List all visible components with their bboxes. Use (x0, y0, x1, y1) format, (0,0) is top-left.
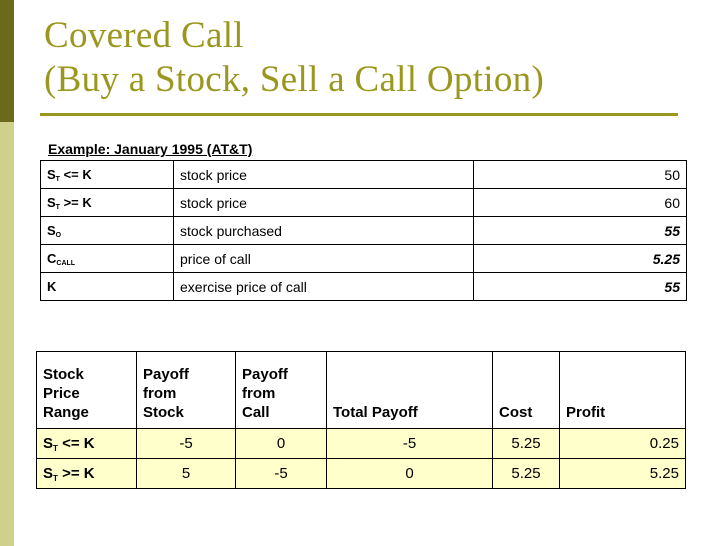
title-line-2: (Buy a Stock, Sell a Call Option) (44, 59, 545, 100)
total-payoff-cell: -5 (326, 428, 493, 459)
table-row: ST <= K stock price 50 (40, 160, 687, 189)
profit-cell: 0.25 (559, 428, 686, 459)
symbol-subscript: CALL (56, 259, 76, 267)
description-cell: stock purchased (173, 216, 474, 245)
total-payoff-cell: 0 (326, 458, 493, 489)
symbol-subscript: T (55, 203, 60, 211)
symbol-suffix: >= K (57, 464, 95, 482)
value-cell: 5.25 (473, 244, 687, 273)
call-payoff-cell: 0 (235, 428, 327, 459)
symbol-text: S (47, 166, 56, 182)
table-row: SO stock purchased 55 (40, 216, 687, 245)
table-row: K exercise price of call 55 (40, 272, 687, 301)
sidebar-accent (0, 0, 14, 122)
symbol-text: S (47, 222, 56, 238)
value-cell: 60 (473, 188, 687, 217)
symbol-cell: ST >= K (40, 188, 174, 217)
stock-payoff-cell: -5 (136, 428, 236, 459)
header-text: Payoff (143, 366, 189, 383)
description-cell: exercise price of call (173, 272, 474, 301)
title-line-1: Covered Call (44, 15, 244, 56)
symbol-text: S (47, 194, 56, 210)
description-cell: price of call (173, 244, 474, 273)
slide-title: Covered Call (Buy a Stock, Sell a Call O… (44, 14, 544, 102)
value-cell: 50 (473, 160, 687, 189)
header-text: from (242, 385, 276, 402)
symbol-cell: CCALL (40, 244, 174, 273)
header-text: Call (242, 404, 270, 421)
range-cell: ST <= K (36, 428, 137, 459)
header-payoff-stock: Payoff from Stock (136, 351, 236, 429)
table-row: CCALL price of call 5.25 (40, 244, 687, 273)
symbol-text: K (47, 279, 57, 294)
symbol-subscript: T (55, 175, 60, 183)
header-profit: Profit (559, 351, 686, 429)
title-underline (40, 113, 678, 116)
header-total-payoff: Total Payoff (326, 351, 493, 429)
payoff-table: Stock Price Range Payoff from Stock Payoff fr… (36, 351, 686, 489)
symbol-suffix: <= K (57, 434, 95, 452)
value-cell: 55 (473, 272, 687, 301)
symbol-cell: K (40, 272, 174, 301)
header-text: Stock (143, 404, 184, 421)
symbol-subscript: T (53, 473, 58, 483)
description-cell: stock price (173, 188, 474, 217)
table-row: ST >= K 5 -5 0 5.25 5.25 (36, 458, 686, 489)
header-text: Range (43, 404, 89, 421)
profit-cell: 5.25 (559, 458, 686, 489)
table-row: ST >= K stock price 60 (40, 188, 687, 217)
value-cell: 55 (473, 216, 687, 245)
example-caption: Example: January 1995 (AT&T) (48, 141, 253, 157)
symbol-cell: SO (40, 216, 174, 245)
header-text: from (143, 385, 177, 402)
symbol-text: C (47, 250, 57, 266)
symbol-suffix: <= K (59, 166, 92, 182)
description-cell: stock price (173, 160, 474, 189)
header-text: Payoff (242, 366, 288, 383)
cost-cell: 5.25 (492, 428, 560, 459)
symbol-suffix: >= K (59, 194, 92, 210)
table-row: ST <= K -5 0 -5 5.25 0.25 (36, 428, 686, 459)
header-cost: Cost (492, 351, 560, 429)
symbol-cell: ST <= K (40, 160, 174, 189)
call-payoff-cell: -5 (235, 458, 327, 489)
example-table: ST <= K stock price 50 ST >= K stock pri… (40, 160, 687, 301)
stock-payoff-cell: 5 (136, 458, 236, 489)
symbol-subscript: O (55, 231, 62, 239)
symbol-subscript: T (53, 443, 58, 453)
cost-cell: 5.25 (492, 458, 560, 489)
header-payoff-call: Payoff from Call (235, 351, 327, 429)
symbol-text: S (43, 464, 54, 482)
header-text: Price (43, 385, 80, 402)
header-row: Stock Price Range Payoff from Stock Payoff fr… (36, 351, 686, 429)
header-price-range: Stock Price Range (36, 351, 137, 429)
header-text: Stock (43, 366, 84, 383)
symbol-text: S (43, 434, 54, 452)
sidebar-decoration (0, 0, 14, 546)
range-cell: ST >= K (36, 458, 137, 489)
